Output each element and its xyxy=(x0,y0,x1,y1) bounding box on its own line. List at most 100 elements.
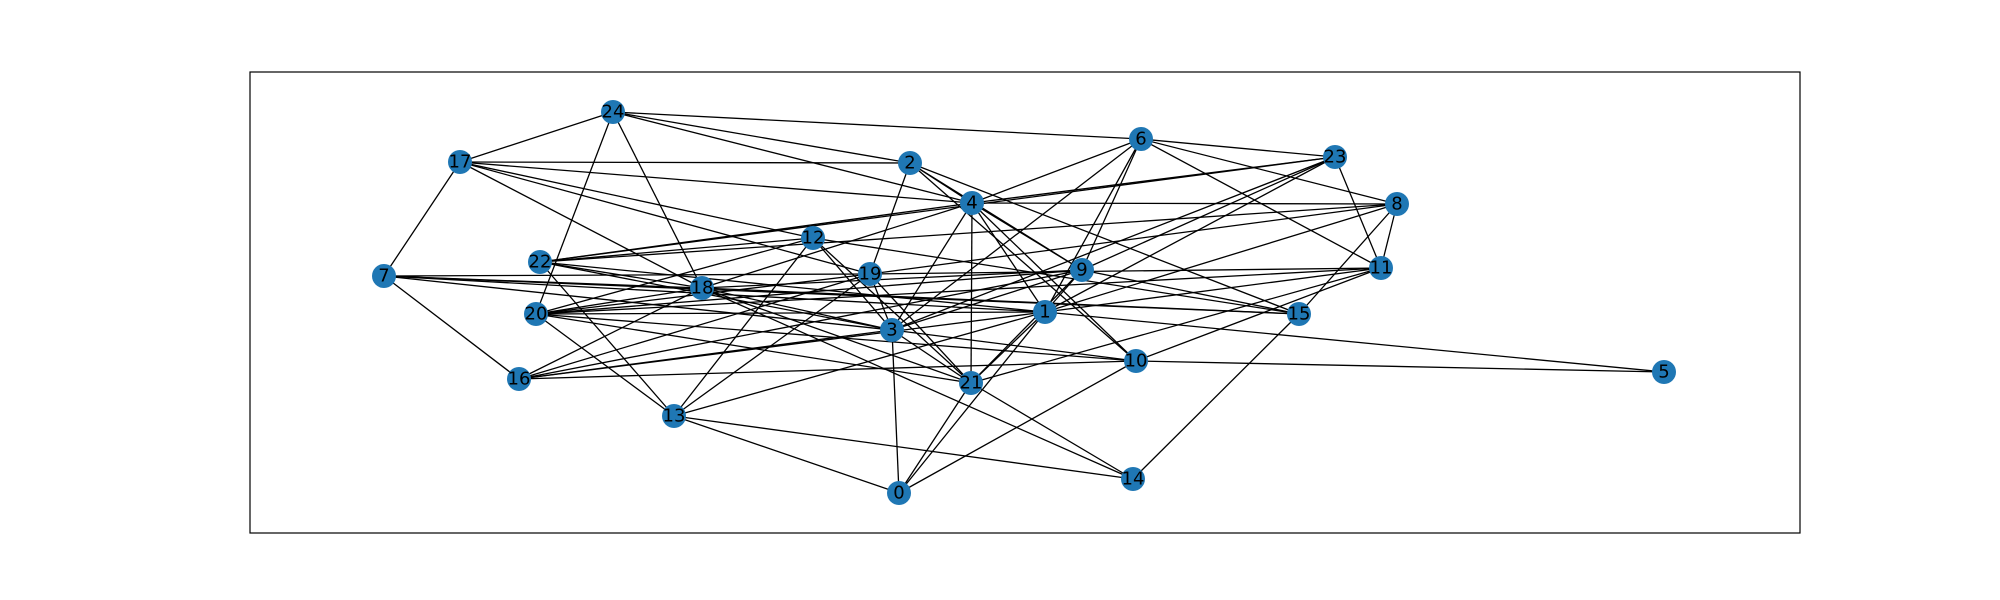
edge-6-4 xyxy=(971,138,1142,204)
node-8 xyxy=(1385,192,1409,216)
edge-4-1 xyxy=(971,202,1046,313)
edge-13-0 xyxy=(673,415,900,494)
edge-18-20 xyxy=(535,287,703,315)
node-label-7: 7 xyxy=(378,266,389,287)
edge-9-15 xyxy=(1081,269,1300,315)
node-3 xyxy=(880,318,904,342)
edge-23-1 xyxy=(1044,156,1336,313)
edge-18-14 xyxy=(701,287,1134,480)
node-label-10: 10 xyxy=(1125,351,1148,372)
edge-2-15 xyxy=(909,162,1300,315)
node-label-3: 3 xyxy=(886,320,897,341)
edge-8-4 xyxy=(971,202,1398,205)
node-16 xyxy=(507,367,531,391)
edge-11-20 xyxy=(535,267,1382,315)
node-5 xyxy=(1652,360,1676,384)
edge-24-4 xyxy=(612,111,973,204)
edge-8-1 xyxy=(1044,203,1398,313)
node-15 xyxy=(1287,302,1311,326)
edge-1-5 xyxy=(1044,311,1665,373)
node-label-14: 14 xyxy=(1122,469,1145,490)
edge-23-3 xyxy=(891,156,1336,331)
edge-7-16 xyxy=(383,275,520,380)
node-label-18: 18 xyxy=(691,278,714,299)
node-label-24: 24 xyxy=(602,102,625,123)
node-0 xyxy=(887,481,911,505)
edge-10-5 xyxy=(1135,360,1665,373)
node-2 xyxy=(898,151,922,175)
node-1 xyxy=(1033,300,1057,324)
node-label-8: 8 xyxy=(1391,194,1402,215)
node-label-6: 6 xyxy=(1135,129,1146,150)
edge-9-18 xyxy=(701,269,1083,289)
edge-22-13 xyxy=(539,261,675,417)
edge-24-6 xyxy=(612,111,1142,140)
edge-3-0 xyxy=(891,329,900,494)
node-13 xyxy=(662,404,686,428)
edge-3-21 xyxy=(891,329,972,384)
edge-23-11 xyxy=(1334,156,1382,269)
node-label-2: 2 xyxy=(904,153,915,174)
node-22 xyxy=(528,250,552,274)
edge-12-20 xyxy=(535,237,814,315)
edge-8-15 xyxy=(1298,203,1398,315)
node-17 xyxy=(448,150,472,174)
edge-8-19 xyxy=(869,203,1398,275)
edge-21-14 xyxy=(970,382,1134,480)
edge-20-13 xyxy=(535,313,675,417)
edge-18-16 xyxy=(518,287,703,380)
edge-24-17 xyxy=(459,111,614,163)
node-24 xyxy=(601,100,625,124)
edge-13-14 xyxy=(673,415,1134,480)
edge-17-2 xyxy=(459,161,911,164)
edge-1-21 xyxy=(970,311,1046,384)
node-label-0: 0 xyxy=(893,483,904,504)
edge-12-22 xyxy=(539,237,814,263)
node-label-22: 22 xyxy=(529,252,552,273)
node-label-1: 1 xyxy=(1039,302,1050,323)
node-label-23: 23 xyxy=(1324,147,1347,168)
edge-3-10 xyxy=(891,329,1137,362)
node-23 xyxy=(1323,145,1347,169)
graph-edges xyxy=(383,111,1665,494)
edge-10-0 xyxy=(898,360,1137,494)
node-21 xyxy=(959,371,983,395)
node-12 xyxy=(801,226,825,250)
edge-17-12 xyxy=(459,161,814,239)
node-label-12: 12 xyxy=(802,228,825,249)
node-label-15: 15 xyxy=(1288,304,1311,325)
edge-12-3 xyxy=(812,237,893,331)
edge-6-8 xyxy=(1140,138,1398,205)
edge-2-10 xyxy=(909,162,1137,362)
node-11 xyxy=(1369,256,1393,280)
edge-12-15 xyxy=(812,237,1300,315)
node-10 xyxy=(1124,349,1148,373)
edge-2-19 xyxy=(869,162,911,275)
edge-7-3 xyxy=(383,275,893,331)
edge-12-21 xyxy=(812,237,972,384)
edge-12-13 xyxy=(673,237,814,417)
edge-18-3 xyxy=(701,287,893,331)
node-label-11: 11 xyxy=(1370,258,1393,279)
edge-9-21 xyxy=(970,269,1083,384)
node-label-17: 17 xyxy=(449,152,472,173)
edge-3-16 xyxy=(518,329,893,380)
edge-10-16 xyxy=(518,360,1137,380)
node-label-19: 19 xyxy=(859,264,882,285)
node-label-20: 20 xyxy=(525,304,548,325)
plot-frame xyxy=(249,71,1801,534)
edge-4-21 xyxy=(970,202,973,384)
edge-17-4 xyxy=(459,161,973,204)
edge-15-14 xyxy=(1132,313,1300,480)
node-label-16: 16 xyxy=(508,369,531,390)
node-4 xyxy=(960,191,984,215)
edge-6-23 xyxy=(1140,138,1336,158)
node-9 xyxy=(1070,258,1094,282)
edge-6-9 xyxy=(1081,138,1142,271)
node-label-5: 5 xyxy=(1658,362,1669,383)
node-label-21: 21 xyxy=(960,373,983,394)
node-18 xyxy=(690,276,714,300)
edge-4-10 xyxy=(971,202,1137,362)
edge-22-1 xyxy=(539,261,1046,313)
